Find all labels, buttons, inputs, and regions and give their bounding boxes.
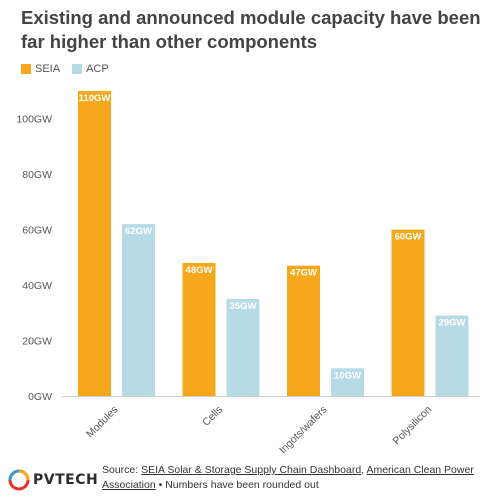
bar-chart: 0GW 20GW 40GW 60GW 80GW 100GW 110GW 62GW Modules… bbox=[16, 91, 480, 457]
source-link-acp[interactable]: American Clean Power Association bbox=[102, 464, 474, 491]
y-tick-label: 40GW bbox=[22, 280, 52, 292]
y-tick-label: 0GW bbox=[28, 391, 52, 403]
bar-acp bbox=[226, 298, 260, 396]
x-tick-label: Modules bbox=[84, 404, 121, 441]
chart-title: Existing and announced module capacity h… bbox=[21, 7, 481, 52]
data-label: 48GW bbox=[186, 265, 213, 276]
legend-label-acp: ACP bbox=[86, 63, 109, 75]
y-tick-label: 100GW bbox=[16, 114, 52, 126]
x-tick-label: Ingots/wafers bbox=[277, 404, 330, 457]
y-tick-label: 80GW bbox=[22, 169, 52, 181]
y-tick-label: 20GW bbox=[22, 336, 52, 348]
data-label: 10GW bbox=[334, 370, 361, 381]
legend-item-seia: SEIA bbox=[21, 63, 60, 75]
bar-seia bbox=[182, 262, 216, 396]
data-label: 110GW bbox=[79, 93, 111, 104]
logo-text: PVTECH bbox=[33, 472, 99, 488]
pvtech-logo-icon bbox=[8, 469, 30, 491]
footer: PVTECH Source: SEIA Solar & Storage Supp… bbox=[8, 461, 492, 501]
legend-swatch-acp bbox=[72, 64, 83, 74]
bar-seia bbox=[287, 265, 320, 396]
bar-seia bbox=[391, 229, 425, 396]
source-note: Source: SEIA Solar & Storage Supply Chai… bbox=[102, 463, 492, 493]
source-prefix: Source: bbox=[102, 464, 142, 476]
y-tick-label: 60GW bbox=[22, 225, 52, 237]
bar-acp bbox=[122, 224, 155, 396]
legend: SEIA ACP bbox=[21, 63, 109, 75]
source-separator: , bbox=[361, 464, 367, 476]
pvtech-logo: PVTECH bbox=[8, 469, 98, 491]
bar-seia bbox=[78, 91, 111, 396]
data-label: 47GW bbox=[290, 268, 317, 279]
legend-swatch-seia bbox=[21, 64, 31, 74]
legend-label-seia: SEIA bbox=[35, 63, 61, 75]
legend-item-acp: ACP bbox=[72, 63, 109, 75]
x-tick-label: Polysilicon bbox=[391, 404, 435, 448]
bar-acp bbox=[435, 315, 469, 396]
data-label: 29GW bbox=[439, 318, 466, 329]
data-label: 60GW bbox=[395, 232, 422, 243]
source-suffix: • Numbers have been rounded out bbox=[155, 479, 319, 491]
bar-acp bbox=[331, 368, 364, 396]
data-label: 35GW bbox=[230, 301, 257, 312]
source-link-seia[interactable]: SEIA Solar & Storage Supply Chain Dashbo… bbox=[141, 464, 362, 476]
x-tick-label: Cells bbox=[200, 404, 225, 429]
data-label: 62GW bbox=[125, 226, 152, 237]
